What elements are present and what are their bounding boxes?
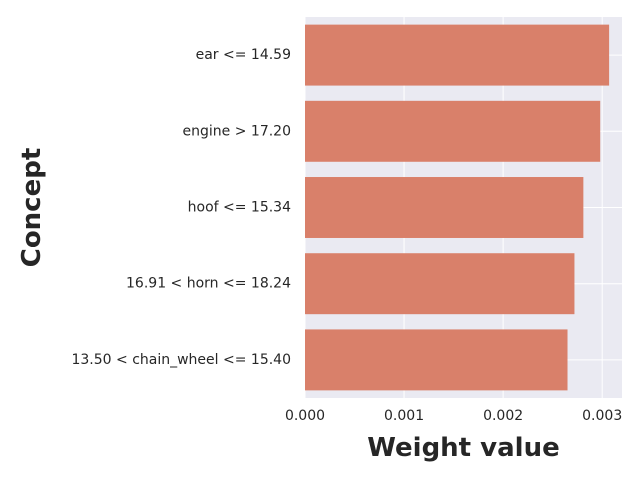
x-tick-label-3: 0.003 <box>582 408 622 424</box>
bar-3 <box>305 253 575 315</box>
y-tick-label-4: 13.50 < chain_wheel <= 15.40 <box>71 352 291 368</box>
y-tick-label-0: ear <= 14.59 <box>196 47 291 63</box>
x-tick-label-2: 0.002 <box>483 408 523 424</box>
x-axis-title: Weight value <box>367 433 559 463</box>
y-axis-title: Concept <box>17 148 47 268</box>
bar-4 <box>305 329 568 391</box>
x-tick-label-1: 0.001 <box>384 408 424 424</box>
y-tick-label-2: hoof <= 15.34 <box>188 200 291 216</box>
x-tick-labels: 0.000 0.001 0.002 0.003 <box>285 408 622 424</box>
bars <box>305 24 610 391</box>
y-tick-label-3: 16.91 < horn <= 18.24 <box>126 276 291 292</box>
y-tick-labels: ear <= 14.59 engine > 17.20 hoof <= 15.34 1… <box>71 47 291 368</box>
bar-1 <box>305 100 601 162</box>
bar-0 <box>305 24 610 86</box>
bar-2 <box>305 177 584 238</box>
x-tick-label-0: 0.000 <box>285 408 325 424</box>
y-tick-label-1: engine > 17.20 <box>183 123 291 139</box>
